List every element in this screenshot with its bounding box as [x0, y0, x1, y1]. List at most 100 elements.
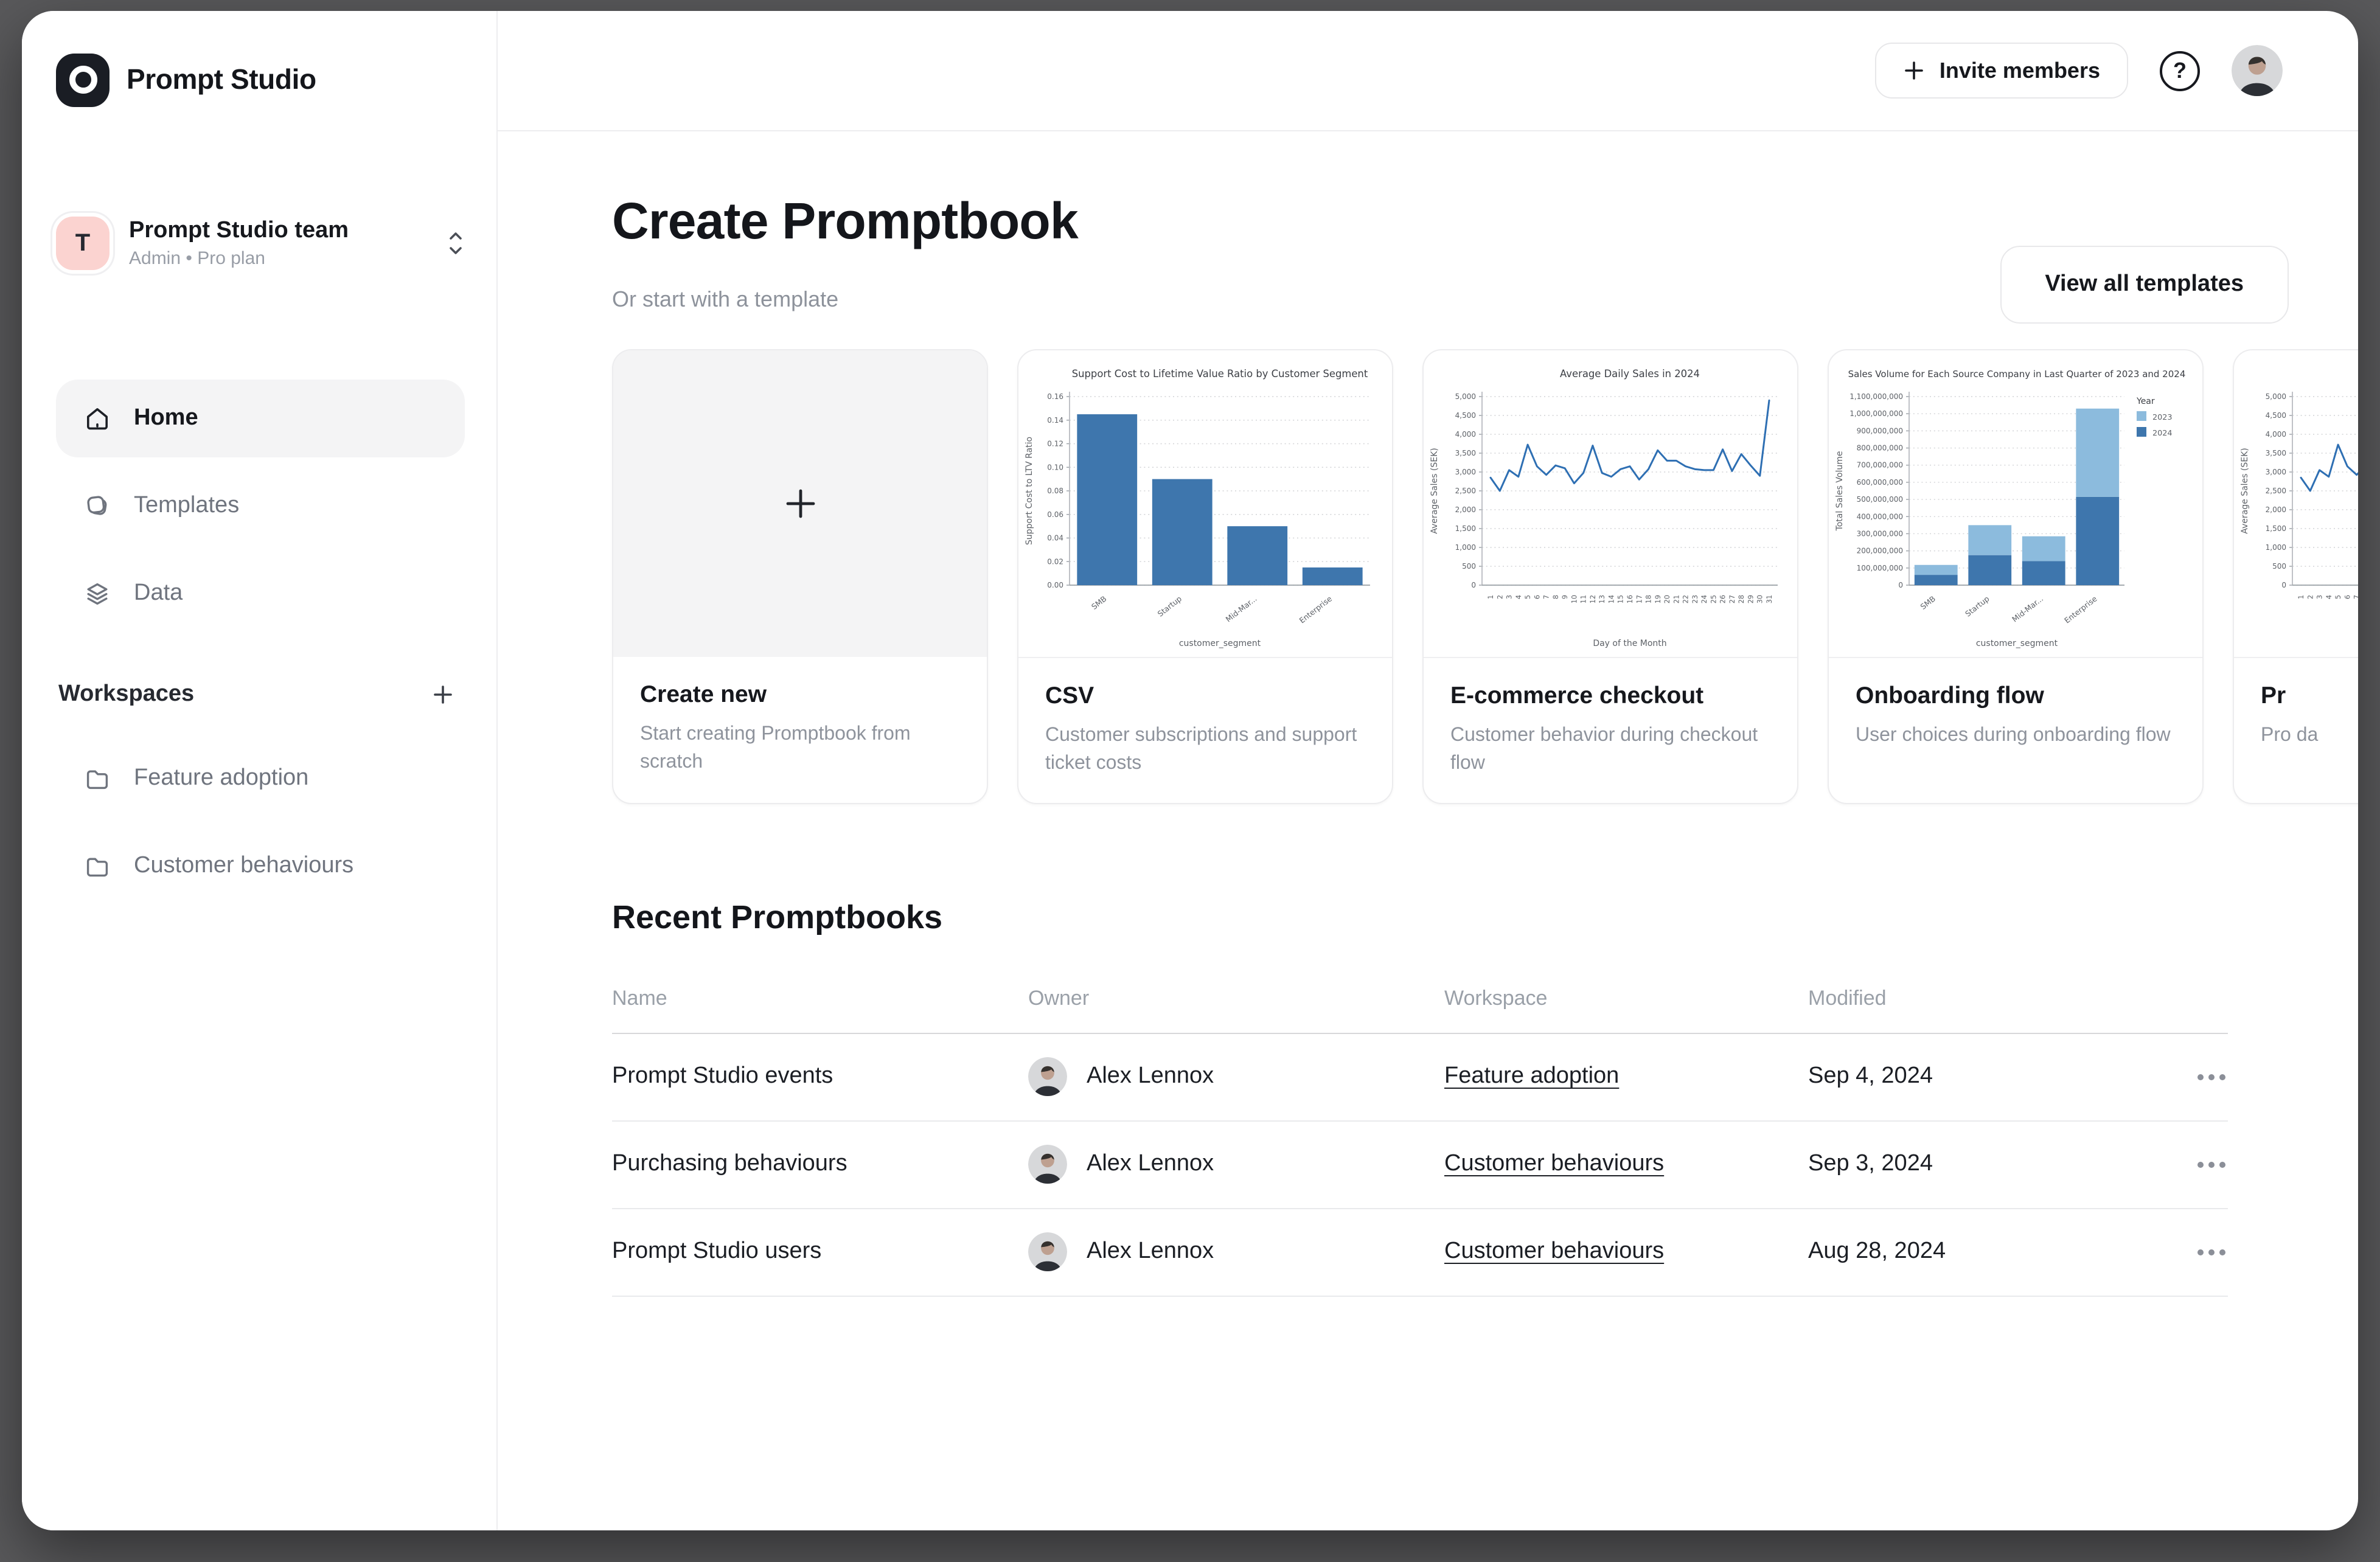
card-title: E-commerce checkout: [1450, 682, 1704, 710]
templates-icon: [83, 491, 112, 521]
svg-text:Enterprise: Enterprise: [1298, 594, 1334, 625]
svg-text:0: 0: [2281, 581, 2286, 589]
svg-text:13: 13: [1598, 595, 1606, 603]
sidebar: Prompt Studio T Prompt Studio team Admin…: [22, 11, 498, 1530]
svg-text:900,000,000: 900,000,000: [1857, 427, 1903, 436]
template-card-create-new[interactable]: Create new Start creating Promptbook fro…: [612, 349, 988, 805]
template-card-csv[interactable]: 0.00 0.02 0.04 0.06 0.08 0.10 0.12 0.14 0.16 Supp…: [1017, 349, 1393, 805]
folder-icon: [83, 852, 112, 881]
svg-text:Day of the Month: Day of the Month: [1593, 639, 1666, 648]
svg-text:1,000,000,000: 1,000,000,000: [1849, 409, 1903, 418]
template-card-partial[interactable]: 0 500 1,000 1,500 2,000 2,500 3,000 3,500 4,000 4…: [2233, 349, 2358, 805]
svg-text:3,500: 3,500: [2266, 449, 2286, 457]
svg-text:0.00: 0.00: [1047, 581, 1063, 589]
card-title: CSV: [1045, 682, 1094, 710]
workspace-list: Feature adoption Customer behaviours: [56, 740, 465, 905]
card-title: Pr: [2261, 682, 2286, 710]
team-name: Prompt Studio team: [129, 218, 349, 243]
add-workspace-button[interactable]: [426, 678, 460, 712]
workspace-link[interactable]: Feature adoption: [1444, 1063, 1620, 1089]
svg-text:1,100,000,000: 1,100,000,000: [1849, 392, 1903, 401]
team-plan-label: Admin • Pro plan: [129, 248, 265, 269]
sidebar-item-label: Templates: [134, 493, 240, 518]
sidebar-item-templates[interactable]: Templates: [56, 467, 465, 545]
svg-text:Mid-Mar...: Mid-Mar...: [2010, 594, 2045, 624]
svg-text:7: 7: [1543, 595, 1551, 599]
svg-text:14: 14: [1607, 595, 1615, 603]
svg-text:2,500: 2,500: [1455, 487, 1476, 495]
svg-text:1,000: 1,000: [1455, 543, 1476, 552]
svg-text:21: 21: [1672, 595, 1680, 603]
svg-text:SMB: SMB: [1090, 594, 1108, 611]
workspace-item-label: Feature adoption: [134, 765, 309, 791]
card-title: Create new: [640, 681, 767, 709]
svg-text:500: 500: [2272, 562, 2286, 571]
create-new-thumbnail: [613, 350, 987, 658]
svg-text:Total Sales Volume: Total Sales Volume: [1835, 451, 1845, 532]
page-content: Create Promptbook Or start with a templa…: [498, 190, 2358, 1297]
user-avatar[interactable]: [2232, 45, 2283, 96]
sidebar-item-data[interactable]: Data: [56, 555, 465, 633]
template-card-onboarding-flow[interactable]: 0 100,000,000 200,000,000 300,000,000 400,00…: [1828, 349, 2204, 805]
svg-text:300,000,000: 300,000,000: [1857, 530, 1903, 538]
row-menu-icon[interactable]: [2174, 1066, 2228, 1087]
svg-text:27: 27: [1728, 595, 1736, 603]
bar-chart: 0.00 0.02 0.04 0.06 0.08 0.10 0.12 0.14 0.16 Supp…: [1025, 368, 1370, 648]
owner-avatar: [1028, 1057, 1067, 1097]
svg-text:Startup: Startup: [1156, 594, 1184, 619]
sidebar-item-feature-adoption[interactable]: Feature adoption: [56, 740, 465, 817]
onboarding-chart-thumbnail: 0 100,000,000 200,000,000 300,000,000 400,00…: [1829, 350, 2202, 659]
owner-name: Alex Lennox: [1087, 1063, 1214, 1089]
invite-members-button[interactable]: Invite members: [1874, 43, 2128, 99]
chevron-up-down-icon: [447, 230, 465, 257]
table-row[interactable]: Prompt Studio events Alex Lennox Feature…: [612, 1033, 2228, 1122]
svg-text:4: 4: [2325, 595, 2333, 599]
svg-text:1: 1: [1487, 595, 1495, 599]
sidebar-item-home[interactable]: Home: [56, 380, 465, 457]
card-description: User choices during onboarding flow: [1856, 725, 2171, 746]
svg-text:18: 18: [1645, 595, 1653, 603]
svg-text:0.10: 0.10: [1047, 463, 1063, 472]
svg-text:25: 25: [1710, 595, 1717, 603]
svg-text:1,500: 1,500: [2266, 524, 2286, 533]
svg-text:1: 1: [2297, 595, 2305, 599]
svg-text:0.12: 0.12: [1047, 440, 1063, 448]
app-logo-icon: [56, 53, 110, 106]
svg-text:Average Sales (SEK): Average Sales (SEK): [2240, 448, 2250, 535]
svg-text:9: 9: [1561, 595, 1569, 599]
svg-text:10: 10: [1570, 595, 1578, 603]
table-row[interactable]: Purchasing behaviours Alex Lennox Custom…: [612, 1121, 2228, 1209]
main-area: Invite members ? Create Promptbook Or st…: [498, 11, 2358, 1530]
svg-text:0.06: 0.06: [1047, 510, 1063, 519]
svg-text:0.04: 0.04: [1047, 534, 1063, 543]
row-menu-icon[interactable]: [2174, 1241, 2228, 1262]
svg-text:Support Cost to Lifetime Value: Support Cost to Lifetime Value Ratio by …: [1072, 368, 1368, 380]
page-title: Create Promptbook: [612, 192, 1079, 249]
svg-text:Startup: Startup: [1963, 594, 1991, 619]
column-header-modified: Modified: [1808, 986, 1887, 1010]
table-row[interactable]: Prompt Studio users Alex Lennox Customer…: [612, 1209, 2228, 1297]
sidebar-item-customer-behaviours[interactable]: Customer behaviours: [56, 827, 465, 905]
template-card-ecommerce-checkout[interactable]: 0 500 1,000 1,500 2,000 2,500 3,000 3,500 4,000 4…: [1422, 349, 1798, 805]
column-header-name: Name: [612, 986, 667, 1010]
svg-text:19: 19: [1654, 595, 1662, 603]
promptbook-name: Purchasing behaviours: [612, 1151, 847, 1177]
help-icon[interactable]: ?: [2160, 50, 2200, 91]
view-all-templates-button[interactable]: View all templates: [2000, 246, 2289, 324]
svg-text:4,000: 4,000: [1455, 430, 1476, 439]
plus-icon: [782, 485, 818, 522]
svg-text:5,000: 5,000: [1455, 392, 1476, 401]
svg-text:400,000,000: 400,000,000: [1857, 513, 1903, 521]
svg-text:SMB: SMB: [1919, 594, 1938, 611]
team-selector[interactable]: T Prompt Studio team Admin • Pro plan: [56, 209, 465, 277]
folder-icon: [83, 764, 112, 793]
row-menu-icon[interactable]: [2174, 1154, 2228, 1175]
card-description: Customer subscriptions and support ticke…: [1045, 725, 1357, 774]
svg-text:3,000: 3,000: [1455, 468, 1476, 476]
recent-promptbooks-title: Recent Promptbooks: [612, 899, 943, 936]
workspace-link[interactable]: Customer behaviours: [1444, 1238, 1665, 1265]
svg-text:200,000,000: 200,000,000: [1857, 547, 1903, 555]
table-header-row: Name Owner Workspace Modified: [612, 964, 2228, 1034]
card-description: Start creating Promptbook from scratch: [640, 724, 911, 772]
workspace-link[interactable]: Customer behaviours: [1444, 1151, 1665, 1177]
